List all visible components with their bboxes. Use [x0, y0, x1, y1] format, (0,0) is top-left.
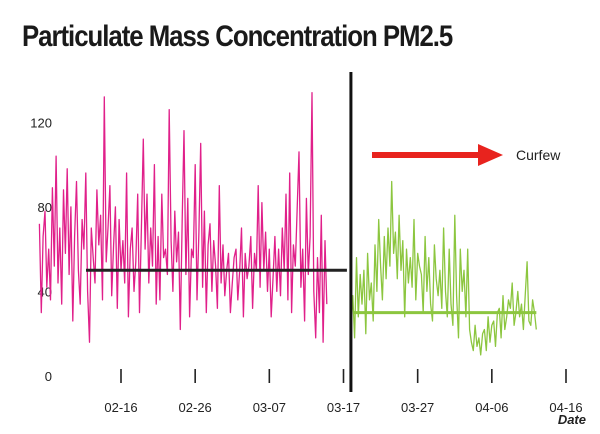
pre-curfew-series-line: [38, 92, 328, 343]
y-tick-label: 80: [38, 200, 52, 215]
post-curfew-series-line: [350, 180, 537, 356]
mean-lines: [86, 268, 537, 315]
y-tick-label: 0: [45, 369, 52, 384]
chart-title: Particulate Mass Concentration PM2.5: [22, 20, 453, 53]
x-axis-ticks: 02-16 02-26 03-07 03-17 03-27 04-06 04-16: [104, 369, 583, 415]
curfew-arrow-head: [478, 144, 503, 166]
x-tick-label: 04-06: [475, 400, 508, 415]
curfew-arrow: [372, 144, 503, 166]
y-tick-label: 120: [30, 115, 52, 130]
x-tick-label: 03-27: [401, 400, 434, 415]
x-tick-label: 04-16: [549, 400, 582, 415]
curfew-label: Curfew: [516, 147, 561, 163]
series-lines: [38, 92, 537, 356]
x-axis-label: Date: [558, 412, 586, 427]
x-tick-label: 03-17: [327, 400, 360, 415]
x-tick-label: 02-16: [104, 400, 137, 415]
x-tick-label: 02-26: [179, 400, 212, 415]
x-tick-label: 03-07: [253, 400, 286, 415]
